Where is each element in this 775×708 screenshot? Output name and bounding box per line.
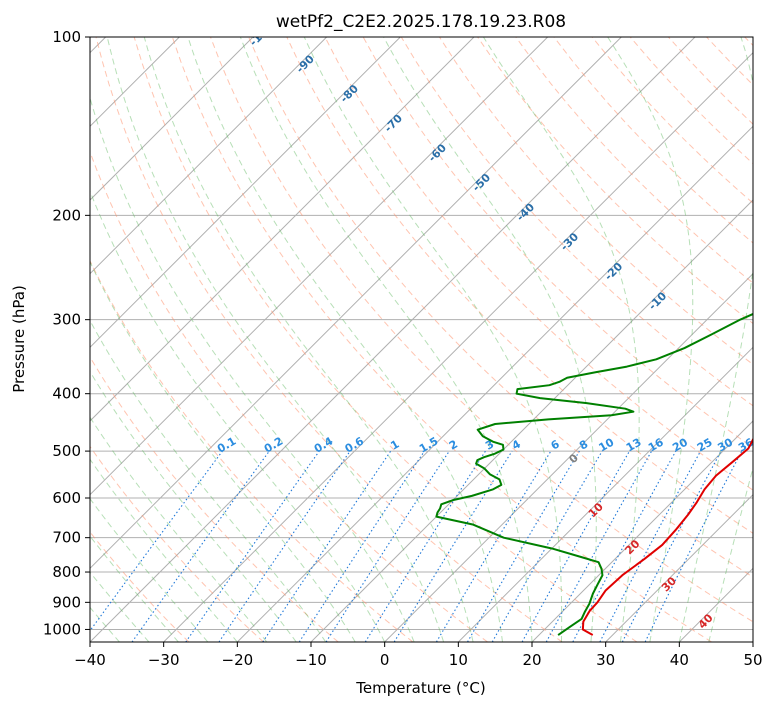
dry-adiabat [95,37,563,642]
mixing-ratio-line [644,450,743,642]
moist-adiabat [708,466,753,642]
mixing-ratio-line [131,450,270,642]
isotherm-line [90,37,622,570]
isotherm-line [457,346,753,642]
x-tick-label: 20 [522,651,541,669]
mixing-ratio-line [393,450,513,642]
moist-adiabat [90,260,356,642]
isotherm-line [90,37,328,275]
isotherm-line [531,420,753,642]
x-tick-label: 10 [449,651,468,669]
x-tick-label: −20 [222,651,254,669]
x-tick-label: −40 [74,651,106,669]
mixing-ratio-lines [90,450,743,642]
moist-adiabat [90,319,327,642]
x-axis-label: Temperature (°C) [355,679,485,697]
x-tick-label: 30 [596,651,615,669]
dry-adiabat [286,37,753,534]
plot-area: -100-90-80-70-60-50-40-30-20-10010203040… [90,20,756,642]
moist-adiabat [90,370,297,642]
y-axis-label: Pressure (hPa) [10,285,28,393]
x-tick-label: 40 [670,651,689,669]
isotherm-line [236,125,753,642]
pressure-gridlines [90,37,753,630]
y-tick-label: 800 [52,563,81,581]
temperature-line [581,436,753,636]
dry-adiabat [90,356,339,642]
mixing-ratio-line [521,450,630,642]
isotherm-line [163,51,753,642]
dewpoint-line [435,312,753,636]
mixing-ratio-line [325,450,450,642]
moist-adiabat [90,416,268,642]
dry-adiabat [248,37,753,578]
x-axis-ticks: −40 −30 −20 −10 0 10 20 30 40 50 [74,642,763,669]
moist-adiabat [187,37,504,642]
y-tick-label: 300 [52,311,81,329]
moist-adiabat [239,37,533,642]
plot-frame [89,36,754,643]
x-tick-label: 50 [743,651,762,669]
x-tick-label: −30 [148,651,180,669]
x-tick-label: −10 [295,651,327,669]
y-tick-label: 700 [52,529,81,547]
dry-adiabat [90,259,414,642]
isotherm-line [90,37,549,496]
isotherm-gridlines [90,37,753,642]
mixing-ratio-line [298,450,425,642]
dry-adiabat [515,37,753,284]
isotherm-line [384,272,753,642]
moist-adiabat [678,37,753,642]
y-tick-label: 500 [52,442,81,460]
moist-adiabat [482,37,640,642]
isotherm-line [90,37,475,422]
mixing-ratio-line [218,450,351,642]
moist-adiabat [90,458,238,642]
moist-adiabat [607,37,694,642]
moist-adiabat [90,497,209,642]
y-tick-label: 600 [52,489,81,507]
moist-adiabat [90,189,386,642]
mixing-ratio-line [262,450,392,642]
y-tick-label: 400 [52,385,81,403]
moist-adiabat [143,37,474,642]
moist-adiabat [90,96,415,642]
mixing-ratio-label: 36 [736,435,756,454]
mixing-ratio-line [185,450,320,642]
mixing-ratio-line [572,450,677,642]
mixing-ratio-line [545,450,653,642]
moist-adiabat [383,37,597,642]
isotherm-line [90,37,254,201]
dry-adiabat [90,445,264,642]
y-tick-label: 200 [52,206,81,224]
isotherm-line [90,37,401,349]
mixing-ratio-line [90,450,223,632]
moist-adiabat [106,37,445,642]
moist-adiabats [90,37,753,642]
chart-title: wetPf2_C2E2.2025.178.19.23.R08 [276,12,566,32]
y-tick-label: 1000 [43,620,81,638]
isotherm-line [605,493,753,642]
moist-adiabat [90,535,179,642]
series-lines [435,312,753,636]
y-tick-label: 900 [52,593,81,611]
y-tick-label: 100 [52,28,81,46]
x-tick-label: 0 [380,651,390,669]
moist-adiabat [303,37,563,642]
y-axis-ticks: 100 200 300 400 500 600 700 800 900 1000 [43,28,90,638]
dry-adiabat [210,37,753,623]
isotherm-line [90,37,696,642]
adiabat-label: -100 [247,20,276,49]
dry-adiabat [133,37,638,642]
dry-adiabat [324,37,753,491]
